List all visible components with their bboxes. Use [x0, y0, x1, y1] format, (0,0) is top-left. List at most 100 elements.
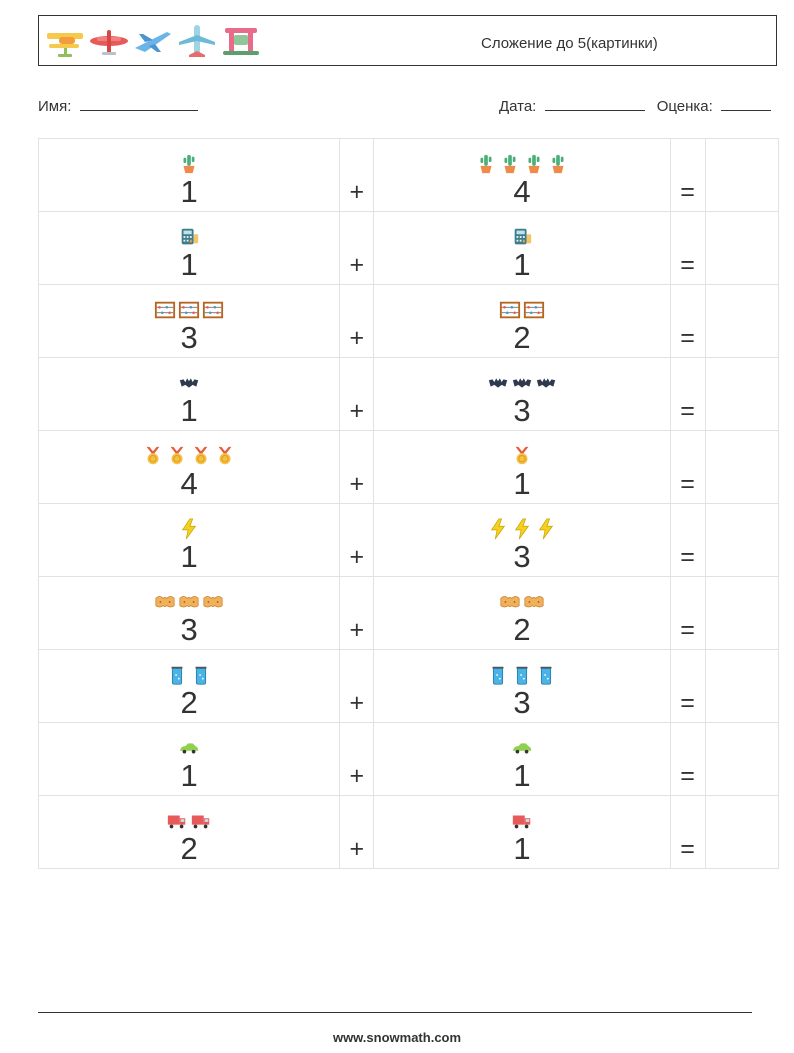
date-field[interactable] — [544, 95, 645, 111]
medal-icon — [170, 446, 184, 465]
plus-cell: + — [339, 430, 375, 504]
equals-sign: = — [680, 251, 695, 279]
equals-sign: = — [680, 543, 695, 571]
truck-icon — [191, 815, 210, 829]
worksheet-header: Сложение до 5(картинки) — [38, 15, 777, 66]
addend-a-cell: 2 — [37, 795, 341, 869]
truck-icon — [512, 815, 531, 829]
addend-b-number: 4 — [513, 174, 531, 209]
addend-b-pictures — [374, 443, 669, 469]
addend-b-cell: 2 — [373, 284, 671, 358]
cactus-icon — [480, 154, 492, 174]
lightning-icon — [538, 518, 554, 540]
answer-cell[interactable] — [704, 576, 780, 650]
equals-cell: = — [669, 357, 706, 431]
addend-b-number: 2 — [513, 612, 531, 647]
medal-icon — [146, 446, 160, 465]
answer-cell[interactable] — [704, 211, 780, 285]
nut-icon — [179, 596, 199, 608]
plus-sign: + — [349, 835, 365, 863]
bat-icon — [179, 378, 199, 388]
equals-sign: = — [680, 470, 695, 498]
answer-cell[interactable] — [704, 795, 780, 869]
answer-cell[interactable] — [704, 357, 780, 431]
plus-sign: + — [349, 762, 365, 790]
footer-divider — [38, 1012, 752, 1013]
lightning-icon — [182, 518, 197, 540]
worksheet-title: Сложение до 5(картинки) — [481, 35, 658, 52]
plus-cell: + — [339, 211, 375, 285]
problem-row: 1 +3 = — [37, 503, 780, 577]
addend-b-pictures — [374, 662, 669, 688]
addend-b-pictures — [374, 297, 669, 323]
abacus-icon — [179, 301, 200, 319]
addend-b-pictures — [374, 224, 669, 250]
equals-cell: = — [669, 722, 706, 796]
addend-b-pictures — [374, 808, 669, 834]
answer-cell[interactable] — [704, 284, 780, 358]
cactus-icon — [552, 154, 564, 174]
addend-a-number: 1 — [180, 393, 198, 428]
plus-cell: + — [339, 138, 375, 212]
equals-sign: = — [680, 835, 695, 863]
answer-cell[interactable] — [704, 503, 780, 577]
nut-icon — [203, 596, 223, 608]
bat-icon — [536, 378, 556, 388]
addend-a-pictures — [39, 589, 339, 615]
equals-cell: = — [669, 284, 706, 358]
addend-b-number: 2 — [513, 320, 531, 355]
addend-a-pictures — [39, 224, 339, 250]
addend-b-cell: 1 — [373, 795, 671, 869]
bat-icon — [512, 378, 532, 388]
plus-cell: + — [339, 503, 375, 577]
plus-sign: + — [349, 397, 365, 425]
equals-cell: = — [669, 795, 706, 869]
nut-icon — [500, 596, 520, 608]
addend-a-pictures — [39, 443, 339, 469]
addend-b-number: 3 — [513, 539, 531, 574]
abacus-icon — [523, 301, 545, 319]
truck-icon — [167, 815, 186, 829]
medal-icon — [194, 446, 208, 465]
addend-a-number: 3 — [180, 320, 198, 355]
answer-cell[interactable] — [704, 138, 780, 212]
addend-b-number: 3 — [513, 393, 531, 428]
answer-cell[interactable] — [704, 649, 780, 723]
answer-cell[interactable] — [704, 722, 780, 796]
grade-field[interactable] — [721, 95, 771, 111]
equals-sign: = — [680, 616, 695, 644]
equals-cell: = — [669, 430, 706, 504]
red-plane-icon — [90, 30, 128, 55]
addend-a-cell: 1 — [37, 211, 341, 285]
medal-icon — [515, 446, 529, 465]
bat-icon — [488, 378, 508, 388]
plus-sign: + — [349, 324, 365, 352]
calculator-icon — [514, 228, 532, 245]
equals-sign: = — [680, 324, 695, 352]
plus-sign: + — [349, 616, 365, 644]
grade-label: Оценка: — [656, 98, 713, 115]
date-label: Дата: — [498, 98, 537, 115]
answer-cell[interactable] — [704, 430, 780, 504]
addend-b-cell: 1 — [373, 211, 671, 285]
addend-a-cell: 1 — [37, 503, 341, 577]
addend-b-number: 1 — [513, 831, 531, 866]
addend-a-cell: 4 — [37, 430, 341, 504]
equals-cell: = — [669, 503, 706, 577]
addend-b-cell: 1 — [373, 722, 671, 796]
beaker-icon — [540, 666, 552, 685]
cactus-icon — [528, 154, 540, 174]
yellow-biplane-icon — [47, 33, 83, 57]
addend-b-pictures — [374, 370, 669, 396]
addend-a-pictures — [39, 516, 339, 542]
car-icon — [179, 743, 199, 754]
addend-b-cell: 3 — [373, 357, 671, 431]
equals-sign: = — [680, 397, 695, 425]
name-field[interactable] — [79, 95, 198, 111]
cactus-icon — [183, 154, 195, 174]
addend-a-cell: 1 — [37, 722, 341, 796]
calculator-icon — [181, 228, 199, 245]
addend-b-cell: 3 — [373, 649, 671, 723]
addend-a-pictures — [39, 370, 339, 396]
plus-cell: + — [339, 284, 375, 358]
